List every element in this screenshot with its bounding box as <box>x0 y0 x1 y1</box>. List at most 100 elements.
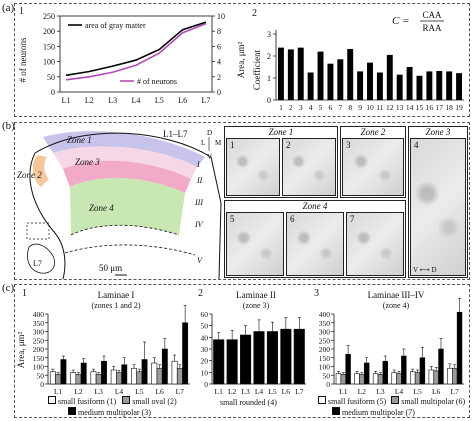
a2-x-tick-label: 2 <box>289 103 293 112</box>
c1-bar <box>55 374 62 385</box>
legend-swatch-white <box>48 396 56 404</box>
c1-bar <box>151 362 158 385</box>
levels-label: L1–L7 <box>163 129 188 139</box>
c3-y-tick-label: 100 <box>319 363 331 372</box>
c2-y-tick-label: 30 <box>201 345 209 354</box>
c3-bar <box>377 374 384 385</box>
micrograph-6-number: 6 <box>290 214 295 224</box>
c1-y-tick-label: 100 <box>33 363 45 372</box>
c3-bar <box>452 367 458 385</box>
a2-bar <box>327 63 334 100</box>
c3-y-tick-label: 400 <box>319 310 331 319</box>
laminae-I-bar-chart: 1 Laminae I (zones 1 and 2) Area, μm² 05… <box>16 288 190 396</box>
a2-x-tick-label: 18 <box>445 103 453 112</box>
legend-small-fusiform-5: small fusiform (5) small multipolar (6) <box>318 396 465 407</box>
c3-x-tick-label: L3 <box>376 387 385 396</box>
panel-a-label: (a) <box>2 2 15 14</box>
a2-bar <box>426 71 433 100</box>
formula-numerator: CAA <box>422 10 442 20</box>
micrograph-1-number: 1 <box>230 140 235 150</box>
a2-bar <box>416 75 423 100</box>
a1-x-tick-label: L4 <box>132 96 141 105</box>
laminae-II-bar-chart: 2 Laminae II (zone 3) 0 10 20 30 40 50 60 L1 L2 L… <box>198 288 306 396</box>
a2-bar <box>287 49 294 100</box>
a2-bar <box>406 67 413 100</box>
a2-bar <box>317 51 324 100</box>
a2-bar <box>297 47 304 100</box>
c3-bar <box>391 372 397 385</box>
c1-bar <box>70 372 77 385</box>
zone-2-frame <box>340 126 406 198</box>
neurons-area-line-chart: 1 # of neurons Area, μm² 050100150200250… <box>18 6 246 105</box>
a1-x-tick-label: L2 <box>85 96 94 105</box>
c3-x-tick-label: L2 <box>358 387 367 396</box>
c3-bar <box>456 311 463 385</box>
zone-1-frame <box>224 126 338 198</box>
c1-bar <box>131 367 137 385</box>
panel-c-label: (c) <box>2 282 15 294</box>
c1-legend: small fusiform (1) small oval (2) medium… <box>48 396 177 418</box>
c1-bar <box>171 360 178 385</box>
l7-section-outline <box>27 243 55 274</box>
c3-x-tick-label: L4 <box>395 387 404 396</box>
compass-d: D <box>207 129 212 137</box>
a2-x-tick-label: 14 <box>406 103 414 112</box>
a2-bar <box>347 48 354 100</box>
zone-3-title: Zone 3 <box>425 127 451 137</box>
legend-text: medium multipolar (3) <box>78 408 151 417</box>
a2-y-tick-label: 1 <box>267 74 271 83</box>
c3-title: Laminae III–IV <box>368 290 425 300</box>
legend-text: small rounded (4) <box>220 398 277 407</box>
c1-bar <box>80 362 87 385</box>
c2-bar <box>293 328 305 385</box>
dorsal-horn-outline <box>29 152 66 279</box>
c3-bar <box>438 348 444 385</box>
formula-lhs: C = <box>392 15 410 27</box>
a1-y-right-tick-label: 10 <box>217 12 225 21</box>
c1-y-tick-label: 400 <box>33 310 45 319</box>
legend-swatch-black <box>68 407 76 415</box>
zone-4-frame <box>224 200 406 278</box>
a2-x-tick-label: 9 <box>358 103 362 112</box>
a2-bar <box>376 72 383 100</box>
formula-denominator: RAA <box>422 23 442 33</box>
zone-3-outer-region <box>53 146 197 179</box>
a1-x-tick-label: L5 <box>155 96 164 105</box>
c1-bar <box>95 374 102 385</box>
c2-x-tick-label: L3 <box>241 387 250 396</box>
a1-x-tick-label: L1 <box>62 96 71 105</box>
c3-bar <box>372 373 379 385</box>
c2-x-tick-label: L6 <box>282 387 291 396</box>
panel-c <box>14 284 470 418</box>
zone-3-region <box>63 160 191 193</box>
a1-series-line-2 <box>65 22 207 81</box>
a1-y-right-tick-label: 4 <box>217 58 221 67</box>
lamina-boundary-lower <box>64 244 196 256</box>
a2-bar <box>357 71 364 100</box>
a1-y-right-tick-label: 0 <box>217 88 221 97</box>
a2-x-tick-label: 17 <box>436 103 444 112</box>
c3-x-tick-label: L1 <box>339 387 348 396</box>
c1-bar <box>110 369 117 385</box>
c1-bar <box>75 374 82 385</box>
panel-a <box>14 3 470 117</box>
a2-x-tick-label: 8 <box>348 103 352 112</box>
micrograph-1: 1 <box>226 138 280 196</box>
legend-swatch-white <box>318 396 326 404</box>
c3-y-tick-label: 350 <box>319 319 331 328</box>
a1-y-right-tick-label: 8 <box>217 27 221 36</box>
a1-y-axis-label: # of neurons <box>18 37 28 82</box>
c1-y-tick-label: 300 <box>33 328 45 337</box>
c1-y-tick-label: 150 <box>33 354 45 363</box>
a2-x-tick-label: 4 <box>309 103 313 112</box>
legend-text: medium multipolar (7) <box>342 408 415 417</box>
a1-x-tick-label: L6 <box>178 96 187 105</box>
a1-y-axis-right-label: Area, μm² <box>236 41 246 78</box>
c2-x-tick-label: L2 <box>228 387 237 396</box>
c3-bar <box>414 372 421 385</box>
lamina-I-label: I <box>196 160 200 169</box>
c3-bar <box>345 353 351 385</box>
a1-legend-label-1: area of gray matter <box>85 21 146 30</box>
a1-series-line-1 <box>65 21 207 77</box>
